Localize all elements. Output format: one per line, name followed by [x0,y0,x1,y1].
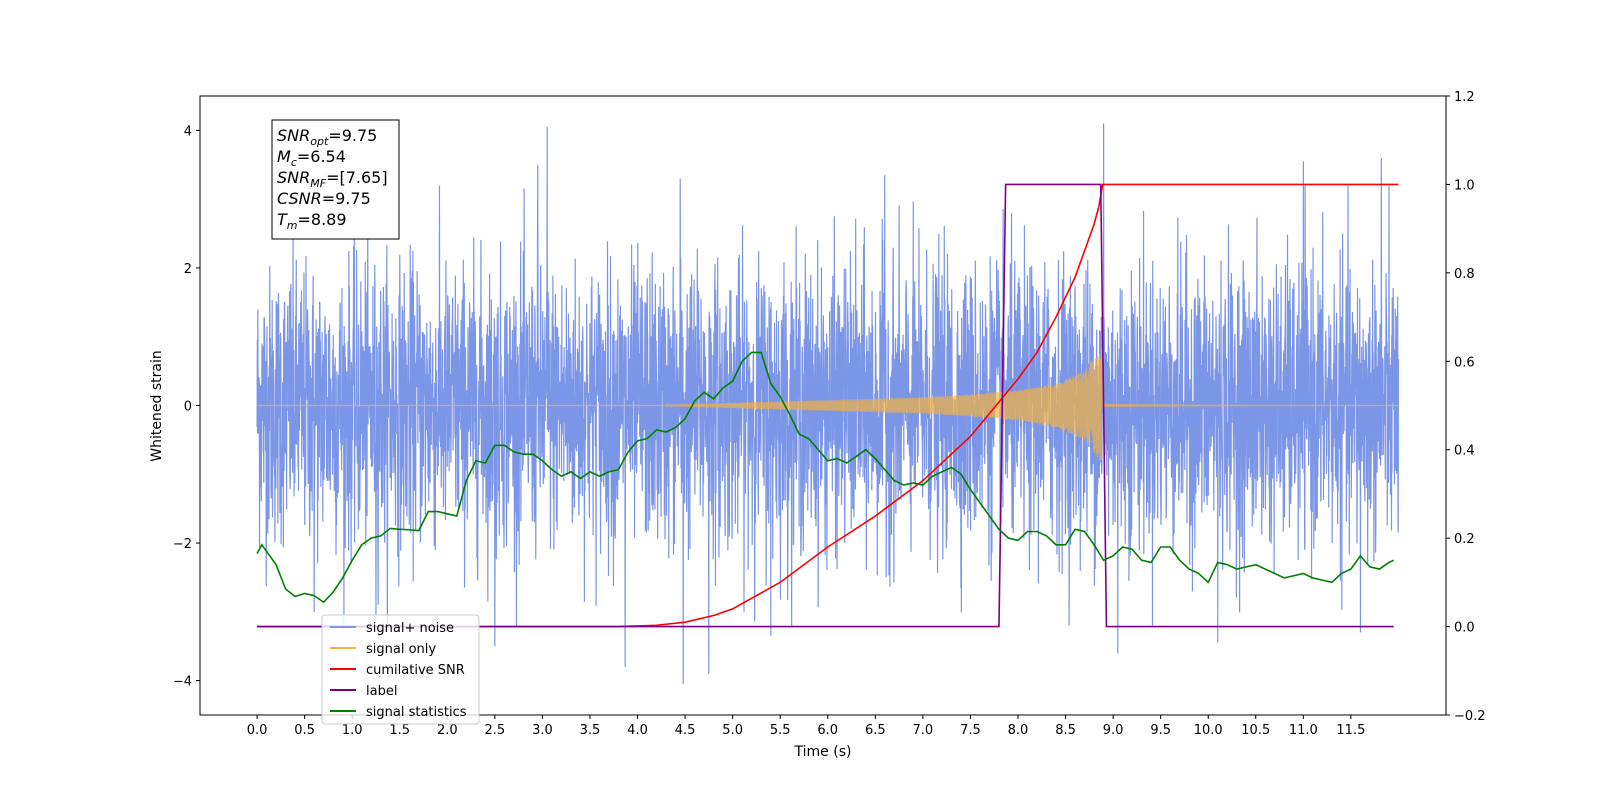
x-tick-label: 4.5 [675,723,696,738]
info-line: Mc=6.54 [277,147,346,169]
y-tick-label: 0 [184,400,192,415]
legend-label: signal only [366,642,436,657]
y2-tick-label: 0.8 [1454,267,1475,282]
x-tick-label: 8.5 [1055,723,1076,738]
info-subscript: opt [310,135,329,148]
x-tick-label: 0.5 [294,723,315,738]
y2-tick-label: 1.2 [1454,90,1475,105]
x-tick-label: 11.5 [1336,723,1365,738]
info-box-frame [271,119,400,240]
x-axis: 0.0 0.5 1.0 1.5 2.0 2.5 3.0 3.5 4.0 4.5 5.0 5.5 6.0 6… [247,715,1365,738]
x-tick-label: 1.0 [342,723,363,738]
x-tick-label: 5.0 [722,723,743,738]
y-axis-left: −4 −2 0 2 4 [173,124,200,690]
series-cumilative-snr [257,183,1399,628]
x-axis-label: Time (s) [794,744,852,760]
x-tick-label: 7.0 [913,723,934,738]
info-subscript: MF [310,177,326,190]
x-tick-label: 10.0 [1194,723,1223,738]
info-line: SNRopt=9.75 [277,126,377,148]
x-tick-label: 5.5 [770,723,791,738]
y-tick-label: 2 [184,262,192,277]
legend-label: signal+ noise [366,621,454,636]
x-tick-label: 8.0 [1008,723,1029,738]
x-tick-label: 6.0 [817,723,838,738]
info-box: SNRopt=9.75Mc=6.54SNRMF=[7.65]CSNR=9.75T… [271,119,400,240]
x-tick-label: 1.5 [389,723,410,738]
x-tick-label: 9.0 [1103,723,1124,738]
y-axis-right: −0.2 0.0 0.2 0.4 0.6 0.8 1.0 1.2 [1446,90,1486,724]
info-value: =[7.65] [326,168,388,187]
x-tick-label: 0.0 [247,723,268,738]
info-symbol: SNR [277,126,310,145]
y-axis-label: Whitened strain [149,350,165,461]
info-value: =9.75 [328,126,377,145]
info-symbol: CSNR [277,189,322,208]
series-label [257,183,1394,628]
info-symbol: M [277,147,291,166]
y-tick-label: −2 [173,537,192,552]
series-signal-statistics [256,351,1395,604]
legend-label: cumilative SNR [366,663,465,678]
x-tick-label: 3.0 [532,723,553,738]
info-symbol: T [277,210,288,229]
x-tick-label: 9.5 [1150,723,1171,738]
info-value: =8.89 [298,210,347,229]
y2-tick-label: −0.2 [1454,709,1486,724]
x-tick-label: 7.5 [960,723,981,738]
info-symbol: SNR [277,168,310,187]
legend-label: signal statistics [366,705,467,720]
x-tick-label: 6.5 [865,723,886,738]
legend: signal+ noise signal only cumilative SNR la… [321,614,480,725]
series-signal-only [257,348,1399,461]
y-tick-label: 4 [184,124,192,139]
plot-area [256,123,1400,685]
legend-frame [321,614,480,725]
y2-tick-label: 0.2 [1454,532,1475,547]
x-tick-label: 4.0 [627,723,648,738]
info-line: SNRMF=[7.65] [277,168,388,190]
x-tick-label: 11.0 [1289,723,1318,738]
x-tick-label: 3.5 [580,723,601,738]
info-value: =9.75 [322,189,371,208]
x-tick-label: 2.0 [437,723,458,738]
legend-label: label [366,684,397,699]
info-line: Tm=8.89 [277,210,347,232]
info-line: CSNR=9.75 [277,189,371,208]
x-tick-label: 2.5 [485,723,506,738]
y-tick-label: −4 [173,675,192,690]
info-subscript: c [291,156,297,169]
series-signal-noise [256,123,1400,685]
info-value: =6.54 [297,147,346,166]
y2-tick-label: 0.6 [1454,355,1475,370]
y2-tick-label: 0.4 [1454,444,1475,459]
y2-tick-label: 1.0 [1454,178,1475,193]
info-subscript: m [287,219,298,232]
x-tick-label: 10.5 [1241,723,1270,738]
y2-tick-label: 0.0 [1454,621,1475,636]
